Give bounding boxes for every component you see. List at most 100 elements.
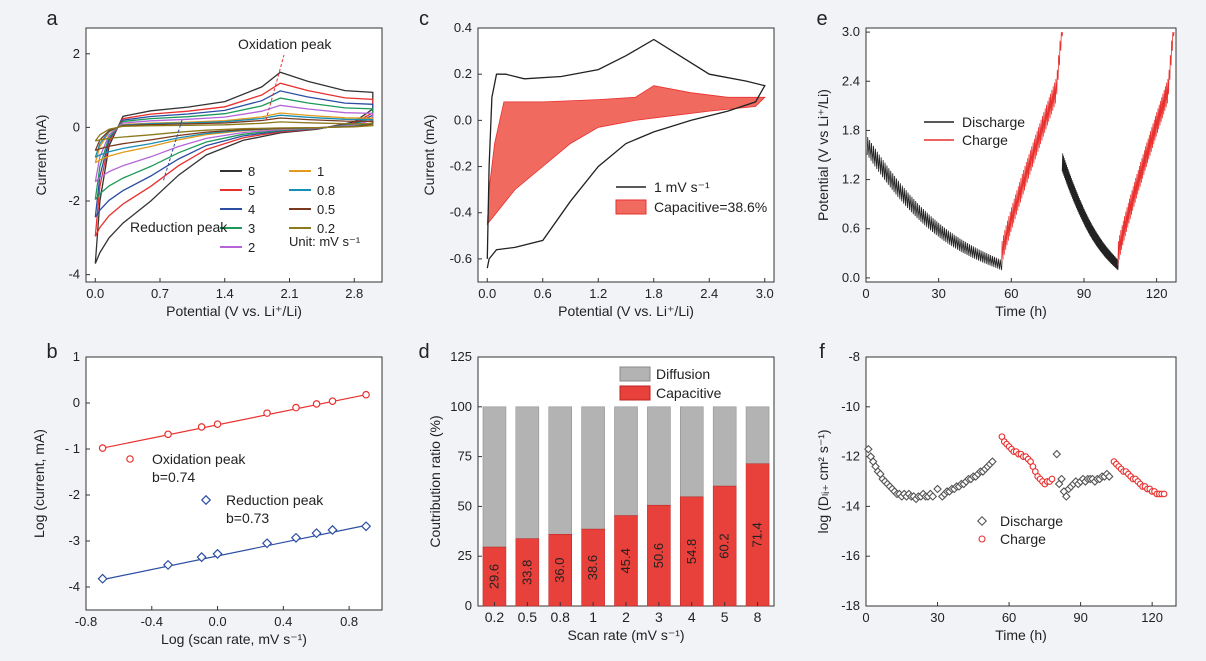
x-tick-label: 2.1 bbox=[280, 286, 298, 301]
legend-label: Discharge bbox=[1000, 513, 1063, 529]
y-tick-label: 25 bbox=[458, 548, 472, 563]
y-tick-label: -4 bbox=[68, 267, 80, 282]
fit-line bbox=[102, 524, 367, 581]
x-tick-label: 0.7 bbox=[151, 286, 169, 301]
y-axis-label: Potential (V vs Li⁺/Li) bbox=[815, 89, 831, 221]
data-point bbox=[261, 538, 273, 549]
x-tick-label: 120 bbox=[1141, 610, 1163, 625]
y-tick-label: 0 bbox=[465, 598, 472, 613]
bar-diffusion bbox=[614, 406, 638, 516]
y-tick-label: 0.4 bbox=[454, 20, 472, 35]
y-axis-label: Log (current, mA) bbox=[31, 429, 47, 538]
y-tick-label: 0 bbox=[73, 119, 80, 134]
data-point bbox=[196, 552, 207, 563]
x-axis-label: Time (h) bbox=[995, 303, 1047, 319]
data-point bbox=[362, 390, 370, 399]
y-tick-label: -18 bbox=[841, 598, 860, 613]
data-point bbox=[162, 559, 174, 571]
legend-label: 4 bbox=[248, 202, 255, 217]
panel-a: a 0.0 0.7 1.4 2.1 2.8 -4 -2 0 2 Potential (V vs. L… bbox=[33, 8, 383, 319]
y-tick-label: -0.6 bbox=[450, 251, 472, 266]
y-axis-label: Current (mA) bbox=[421, 115, 437, 196]
data-point bbox=[933, 484, 942, 494]
x-tick-label: 30 bbox=[930, 610, 944, 625]
x-tick-label: 8 bbox=[754, 609, 762, 625]
x-tick-label: 0.6 bbox=[534, 286, 552, 301]
data-point bbox=[1052, 449, 1062, 459]
x-tick-label: 30 bbox=[931, 286, 945, 301]
y-tick-label: - 1 bbox=[65, 441, 80, 456]
y-tick-label: 3.0 bbox=[842, 24, 860, 39]
y-tick-label: -0.4 bbox=[450, 205, 472, 220]
oxidation-arrow bbox=[265, 54, 285, 121]
panel-letter: a bbox=[46, 8, 58, 30]
legend-label: Capacitive bbox=[656, 385, 722, 401]
data-point bbox=[1160, 490, 1168, 498]
data-point bbox=[213, 420, 222, 428]
legend-label: 1 bbox=[317, 164, 324, 179]
x-tick-label: 2 bbox=[622, 609, 630, 625]
x-tick-label: 3 bbox=[655, 609, 663, 625]
x-axis-label: Potential (V vs. Li⁺/Li) bbox=[166, 303, 302, 319]
data-point bbox=[263, 409, 271, 417]
oxidation-annotation: Oxidation peak bbox=[238, 36, 332, 52]
y-axis-label: log (Dₗᵢ₊ cm² s⁻¹) bbox=[815, 429, 831, 533]
legend-label: Charge bbox=[962, 132, 1008, 148]
y-tick-label: -2 bbox=[68, 193, 80, 208]
legend-label: 0.5 bbox=[317, 202, 335, 217]
x-axis-label: Time (h) bbox=[995, 627, 1047, 643]
data-point bbox=[327, 524, 338, 536]
data-point bbox=[311, 528, 322, 539]
y-axis-label: Current (mA) bbox=[33, 115, 49, 196]
x-tick-label: -0.8 bbox=[75, 614, 97, 629]
x-tick-label: 0.4 bbox=[274, 614, 292, 629]
legend-swatch bbox=[619, 366, 651, 382]
x-tick-label: 0.8 bbox=[340, 614, 358, 629]
cv-curve-0.2 bbox=[94, 121, 374, 142]
cv-curves bbox=[94, 71, 374, 264]
x-tick-label: 1.2 bbox=[589, 286, 607, 301]
y-tick-label: 0.0 bbox=[454, 112, 472, 127]
y-axis-label: Coutribution ratio (%) bbox=[427, 415, 443, 547]
x-tick-label: 120 bbox=[1146, 286, 1168, 301]
bar-value-label: 71.4 bbox=[750, 522, 765, 547]
data-point bbox=[328, 397, 337, 405]
legend-label: 8 bbox=[248, 164, 255, 179]
bar-value-label: 33.8 bbox=[519, 560, 534, 585]
x-tick-label: 0.8 bbox=[550, 609, 570, 625]
y-tick-label: 0 bbox=[73, 395, 80, 410]
x-tick-label: 1.4 bbox=[216, 286, 234, 301]
bar-value-label: 50.6 bbox=[651, 543, 666, 568]
data-point bbox=[1057, 474, 1066, 484]
data-point bbox=[212, 548, 223, 559]
plot-frame bbox=[85, 27, 383, 283]
bar-value-label: 54.8 bbox=[684, 539, 699, 564]
y-tick-label: 1 bbox=[73, 349, 80, 364]
x-tick-label: 0.0 bbox=[478, 286, 496, 301]
bar-diffusion bbox=[745, 406, 770, 465]
charge-curve-2 bbox=[1117, 32, 1175, 266]
x-tick-label: 90 bbox=[1073, 610, 1087, 625]
panel-letter: e bbox=[816, 8, 827, 30]
bar-value-label: 38.6 bbox=[585, 555, 600, 580]
y-tick-label: 75 bbox=[458, 449, 472, 464]
fit-note: b=0.74 bbox=[152, 469, 195, 485]
x-tick-label: -0.4 bbox=[141, 614, 163, 629]
data-point bbox=[864, 444, 873, 454]
y-tick-label: 1.2 bbox=[842, 172, 860, 187]
bar-diffusion bbox=[647, 406, 671, 506]
y-tick-label: -8 bbox=[848, 349, 860, 364]
data-point bbox=[292, 403, 300, 412]
legend-marker bbox=[126, 455, 134, 463]
legend-label: Charge bbox=[1000, 531, 1046, 547]
panel-letter: f bbox=[819, 341, 825, 363]
panel-f: f 0 30 60 90 120 -18 -16 -14 -12 -10 -8 Time (h) log … bbox=[815, 341, 1177, 643]
legend-label: Capacitive=38.6% bbox=[654, 199, 767, 215]
cv-curve-2 bbox=[94, 104, 374, 183]
y-tick-label: 100 bbox=[450, 399, 472, 414]
plot-frame bbox=[85, 356, 383, 611]
y-tick-label: -3 bbox=[68, 533, 80, 548]
legend-marker bbox=[978, 535, 986, 543]
y-tick-label: 125 bbox=[450, 349, 472, 364]
reduction-annotation: Reduction peak bbox=[130, 219, 228, 235]
